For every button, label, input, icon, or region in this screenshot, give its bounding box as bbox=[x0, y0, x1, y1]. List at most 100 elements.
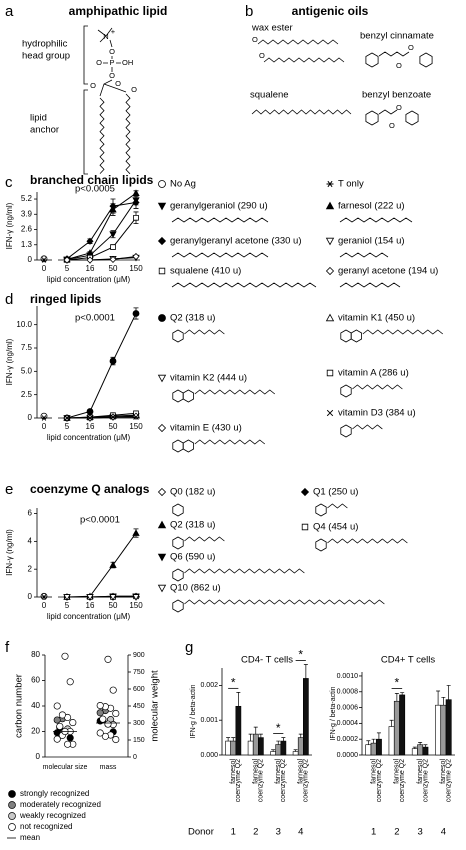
error-bar bbox=[376, 732, 381, 740]
legend-label: moderately recognized bbox=[20, 800, 101, 809]
error-bar bbox=[248, 733, 253, 742]
legend-label: Q6 (590 u) bbox=[170, 552, 215, 563]
legend-marker bbox=[326, 409, 334, 417]
x-tick-label: molecular size bbox=[43, 764, 88, 771]
y2-tick-label: 750 bbox=[133, 669, 145, 676]
bar bbox=[225, 740, 231, 756]
line bbox=[66, 199, 137, 260]
structure bbox=[315, 503, 327, 517]
bar bbox=[280, 740, 287, 756]
y-tick-label: 0.0008 bbox=[337, 689, 359, 696]
structure bbox=[340, 329, 352, 343]
atom: O bbox=[90, 81, 96, 90]
line bbox=[67, 416, 136, 419]
series-label: farnesol bbox=[230, 759, 237, 784]
panel-label: a bbox=[5, 3, 14, 20]
x-tick-label: 2 bbox=[394, 827, 399, 838]
structure bbox=[340, 424, 352, 438]
marker bbox=[109, 231, 117, 239]
legend-label: geraniol (154 u) bbox=[338, 236, 405, 247]
atom: O bbox=[252, 35, 258, 44]
marker bbox=[41, 257, 47, 263]
bar bbox=[440, 704, 447, 756]
structure bbox=[339, 217, 413, 223]
structure bbox=[172, 389, 184, 403]
marker bbox=[109, 594, 117, 601]
panel-title: amphipathic lipid bbox=[69, 4, 168, 18]
legend-marker bbox=[157, 202, 167, 211]
atom: O bbox=[396, 103, 402, 112]
atom: O bbox=[389, 121, 395, 130]
x-tick-label: 2 bbox=[253, 827, 258, 838]
legend-label: geranyl acetone (194 u) bbox=[338, 266, 438, 277]
error-bar bbox=[412, 746, 417, 749]
x-tick-label: 0 bbox=[42, 601, 47, 610]
annotation: p<0.0005 bbox=[75, 184, 115, 195]
structure bbox=[172, 599, 184, 613]
x-tick-label: 150 bbox=[129, 422, 143, 431]
atom: P bbox=[109, 58, 114, 67]
error-bar bbox=[303, 664, 308, 679]
structure bbox=[339, 252, 389, 258]
legend-marker bbox=[157, 487, 167, 497]
error-bar bbox=[293, 749, 298, 752]
legend-label: farnesol (222 u) bbox=[338, 201, 405, 212]
legend-label: mean bbox=[20, 833, 40, 842]
legend-label: not recognized bbox=[20, 822, 72, 831]
atom: O bbox=[259, 51, 265, 60]
y2-tick-label: 900 bbox=[133, 652, 145, 659]
series-label: coenzyme Q2 bbox=[235, 759, 242, 802]
atom: OH bbox=[122, 58, 133, 67]
y-tick-label: 80 bbox=[31, 650, 40, 659]
y-tick-label: 1.3 bbox=[21, 240, 33, 249]
legend-marker bbox=[158, 267, 166, 275]
structure bbox=[263, 57, 345, 63]
atom: O bbox=[109, 47, 115, 56]
legend-marker bbox=[325, 266, 335, 276]
structure bbox=[97, 27, 127, 97]
x-tick-label: 16 bbox=[86, 601, 95, 610]
series-label: coenzyme Q2 bbox=[280, 759, 287, 802]
x-tick-label: 1 bbox=[371, 827, 376, 838]
y2-tick-label: 600 bbox=[133, 686, 145, 693]
x-tick-label: 4 bbox=[441, 827, 446, 838]
error-bar bbox=[253, 726, 258, 735]
line bbox=[66, 532, 137, 598]
atom: O bbox=[396, 61, 402, 70]
structure bbox=[405, 110, 419, 126]
error-bar bbox=[298, 733, 303, 738]
series-label: coenzyme Q2 bbox=[399, 759, 406, 802]
chart-title: CD4+ T cells bbox=[381, 655, 436, 666]
point bbox=[96, 701, 104, 710]
y-tick-label: 0.0006 bbox=[337, 704, 359, 711]
point bbox=[109, 686, 117, 694]
structure bbox=[172, 536, 184, 550]
chart-title: branched chain lipids bbox=[30, 173, 154, 187]
y-tick-label: 40 bbox=[31, 701, 40, 710]
bar bbox=[411, 748, 418, 756]
structure bbox=[125, 93, 131, 175]
panel-label: g bbox=[185, 639, 193, 656]
structure bbox=[172, 439, 184, 453]
x-tick-label: 16 bbox=[86, 264, 95, 273]
annotation: head group bbox=[22, 51, 70, 62]
line bbox=[66, 192, 137, 260]
y-axis-label: IFN-γ (ng/ml) bbox=[5, 202, 14, 249]
significance-label: * bbox=[395, 676, 400, 690]
marker bbox=[133, 414, 139, 420]
error-bar bbox=[231, 737, 236, 742]
y-tick-label: 5.2 bbox=[21, 194, 33, 203]
y-tick-label: 7.5 bbox=[21, 343, 33, 352]
structure bbox=[172, 568, 184, 582]
x-tick-label: 150 bbox=[129, 601, 143, 610]
structure bbox=[352, 424, 383, 430]
error-bar bbox=[271, 749, 276, 752]
marker bbox=[86, 256, 94, 264]
structure bbox=[171, 217, 269, 223]
panel-label: e bbox=[5, 481, 13, 498]
x-tick-label: 5 bbox=[65, 601, 70, 610]
point bbox=[96, 709, 104, 717]
series-label: farnesol bbox=[275, 759, 282, 784]
legend-marker bbox=[326, 180, 334, 188]
